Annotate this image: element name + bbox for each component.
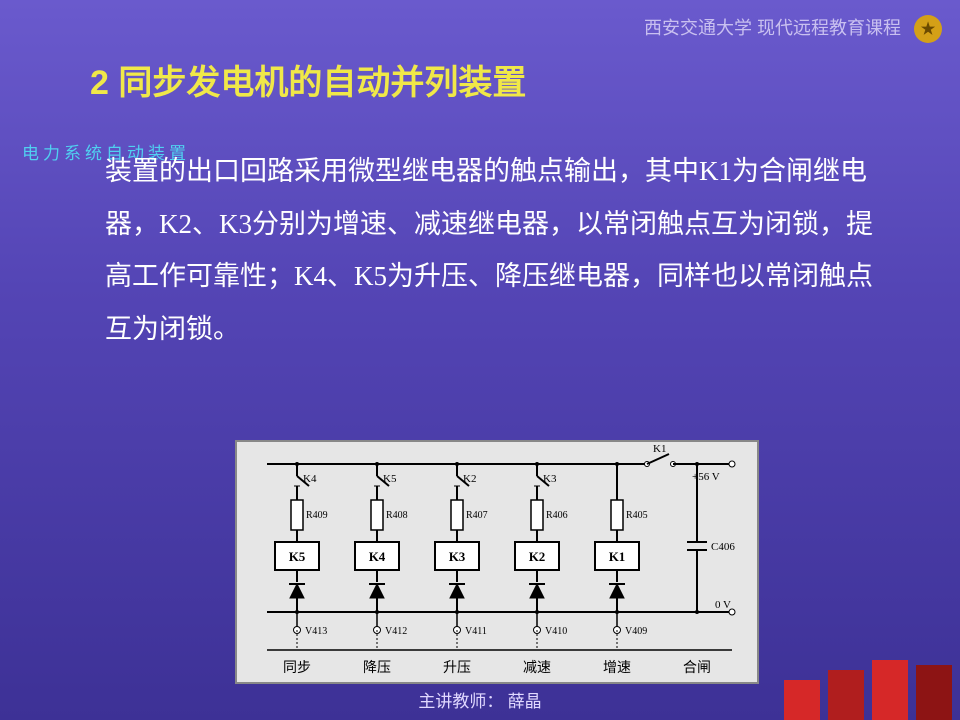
svg-text:V413: V413: [305, 626, 327, 637]
svg-text:K2: K2: [529, 549, 546, 564]
page-title: 2 同步发电机的自动并列装置: [90, 55, 526, 104]
svg-text:K4: K4: [303, 473, 317, 485]
circuit-diagram: K1+56 V0 VC406K4R409K5V413K5R408K4V412K2…: [235, 440, 759, 684]
body-text: 装置的出口回路采用微型继电器的触点输出，其中K1为合闸继电器，K2、K3分别为增…: [105, 145, 885, 356]
svg-text:V412: V412: [385, 626, 407, 637]
svg-text:同步: 同步: [283, 660, 311, 676]
svg-text:R409: R409: [306, 510, 328, 521]
svg-text:合闸: 合闸: [683, 660, 711, 676]
svg-text:0 V: 0 V: [715, 599, 731, 611]
slide: 西安交通大学 现代远程教育课程 ★ 2 同步发电机的自动并列装置 电力系统自动装…: [0, 0, 960, 720]
university-name: 西安交通大学 现代远程教育课程: [644, 18, 901, 38]
svg-text:K3: K3: [449, 549, 466, 564]
svg-text:K3: K3: [543, 473, 557, 485]
svg-text:C406: C406: [711, 541, 735, 553]
circuit-svg: K1+56 V0 VC406K4R409K5V413K5R408K4V412K2…: [237, 442, 757, 682]
svg-text:K4: K4: [369, 549, 386, 564]
svg-text:R408: R408: [386, 510, 408, 521]
svg-text:R405: R405: [626, 510, 648, 521]
instructor-name: 薛晶: [508, 692, 542, 711]
svg-text:R407: R407: [466, 510, 488, 521]
svg-text:增速: 增速: [603, 660, 631, 676]
svg-text:V411: V411: [465, 626, 487, 637]
svg-text:K5: K5: [289, 549, 306, 564]
svg-text:K1: K1: [653, 443, 666, 455]
svg-text:K5: K5: [383, 473, 397, 485]
svg-text:V410: V410: [545, 626, 567, 637]
instructor-label: 主讲教师：: [418, 692, 503, 711]
svg-text:降压: 降压: [363, 660, 391, 676]
svg-text:减速: 减速: [523, 660, 551, 676]
svg-text:K2: K2: [463, 473, 476, 485]
header-bar: 西安交通大学 现代远程教育课程 ★: [644, 14, 942, 43]
svg-text:K1: K1: [609, 549, 626, 564]
university-logo-icon: ★: [914, 15, 942, 43]
svg-text:R406: R406: [546, 510, 568, 521]
svg-text:升压: 升压: [443, 660, 471, 676]
corner-decoration: [760, 660, 960, 720]
svg-text:V409: V409: [625, 626, 647, 637]
